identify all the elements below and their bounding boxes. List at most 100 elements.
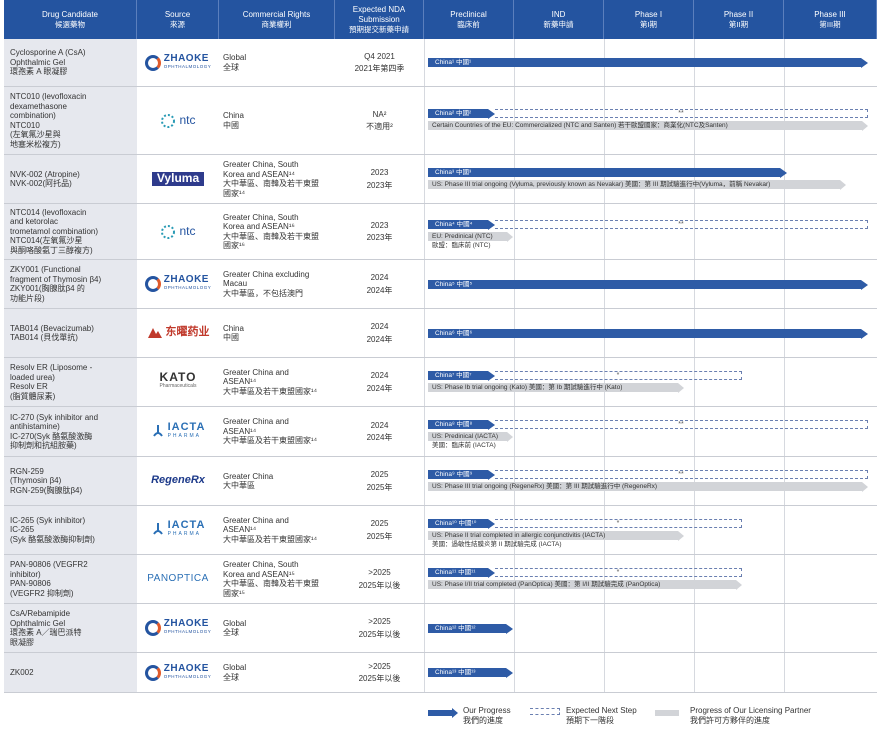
rights-line: China (223, 111, 244, 120)
our-progress-bar: China¹⁰ 中國¹⁰ (428, 519, 488, 528)
rights-line: ASEAN¹⁴ (223, 525, 257, 535)
drug-name-line: Resolv ER (Liposome - (10, 363, 93, 372)
drug-name-line: (VEGFR2 抑制劑) (10, 588, 74, 598)
drug-candidate-cell: NTC010 (levofloxacin dexamethasone combina… (4, 87, 137, 154)
drug-name-line: ZKY001 (Functional (10, 265, 81, 274)
drug-name-line: 環孢素 A 眼凝膠 (10, 67, 68, 77)
our-progress-bar: China⁴ 中國⁴ (428, 220, 488, 229)
drug-name-line: NVK-002 (Atropine) (10, 169, 80, 179)
nda-line: Q4 2021 (364, 51, 395, 61)
rights-line: China (223, 323, 244, 333)
drug-name-line: NTC010 (10, 120, 40, 130)
zhaoke-mark-icon (144, 664, 161, 681)
header-commercial-rights: Commercial Rights 商業權利 (219, 0, 335, 39)
row-divider (4, 692, 877, 693)
rights-line: Greater China, South (223, 160, 299, 169)
drug-name-line: and ketorolac (10, 217, 59, 227)
our-progress-arrow (506, 623, 513, 634)
phase-divider (784, 39, 785, 693)
rights-line: Greater China and (223, 515, 289, 525)
nda-line: 2025年以後 (358, 674, 401, 683)
nda-line: >2025 (368, 568, 391, 577)
row-divider (4, 259, 877, 260)
logo-sub: OPHTHALMOLOGY (163, 673, 212, 679)
drug-name-line: NTC010 (levofloxacin (10, 92, 87, 101)
expected-next-step: * (495, 371, 742, 380)
rights-line: Macau (223, 279, 248, 289)
header-zh: 來源 (170, 19, 185, 29)
partner-progress-bar: EU: Predinical (NTC) (428, 232, 507, 241)
partner-progress-note: 美國：臨床前 (IACTA) (432, 442, 496, 449)
row-divider (4, 357, 877, 358)
header-zh: 第III期 (819, 19, 841, 29)
our-progress-bar: China² 中國² (428, 109, 488, 118)
drug-name-line: loaded urea) (10, 372, 55, 382)
our-progress-bar: China⁵ 中國⁵ (428, 280, 861, 289)
partner-progress-arrow (840, 179, 846, 190)
header-phase-ii: Phase II 第II期 (694, 0, 784, 39)
vyluma-logo: Vyluma (151, 172, 205, 186)
nda-line: 2025年 (366, 531, 393, 541)
expected-nda-cell: >2025 2025年以後 (335, 555, 424, 603)
phase-divider (424, 39, 425, 693)
header-preclinical: Preclinical 臨床前 (424, 0, 514, 39)
kato-logo: KATO Pharmaceuticals (160, 371, 197, 392)
rights-line: 國家¹⁵ (223, 588, 245, 598)
partner-progress-bar: US: Phase Ib trial ongoing (Kato) 美國：第 I… (428, 383, 678, 392)
rights-line: 全球 (223, 628, 239, 637)
dongyao-mark-icon (147, 328, 162, 338)
rights-line: 大中華區及若干東盟國家¹⁴ (223, 386, 318, 396)
source-cell: KATO Pharmaceuticals (137, 358, 219, 406)
drug-name-line: trometamol combination) (10, 226, 99, 236)
drug-name-line: (脂質體尿素) (10, 391, 56, 401)
header-drug-candidate: Drug Candidate 候選藥物 (4, 0, 137, 39)
our-progress-arrow (488, 518, 495, 529)
header-zh: 商業權利 (261, 19, 292, 29)
our-progress-bar: China¹² 中國¹² (428, 624, 506, 633)
expected-next-step: ** (495, 109, 868, 118)
phase-divider (604, 39, 605, 693)
header-source: Source 來源 (137, 0, 219, 39)
rights-line: ASEAN¹⁴ (223, 426, 257, 436)
drug-name-line: CsA/Rebamipide (10, 609, 71, 618)
source-cell: RegeneRx (137, 457, 219, 505)
partner-progress-note: 美國：過敏性結膜炎第 II 期試驗完成 (IACTA) (432, 541, 562, 548)
header-en: Drug Candidate (41, 9, 99, 19)
ntc-dots-icon (161, 224, 176, 239)
row-divider (4, 456, 877, 457)
nda-line: 2023年 (366, 233, 393, 242)
drug-candidate-cell: ZKY001 (Functional fragment of Thymosin β… (4, 260, 137, 308)
logo-text: ntc (179, 112, 196, 127)
nda-line: 2024 (370, 322, 389, 331)
rights-line: Greater China and (223, 417, 289, 427)
drug-name-line: ZKY001(胸腺肽β4 的 (10, 284, 85, 293)
nda-line: 2024 (370, 420, 389, 430)
drug-name-line: ZK002 (10, 667, 34, 677)
source-cell: ntc (137, 204, 219, 259)
rights-line: Korea and ASEAN¹⁵ (223, 569, 295, 579)
iacta-mark-icon (152, 523, 163, 535)
legend-partner-progress: Progress of Our Licensing Partner 我們許可方夥伴… (690, 706, 811, 725)
nda-line: 2024 (370, 273, 389, 282)
nda-line: 2025年 (366, 482, 393, 492)
logo-text: PANOPTICA (147, 573, 209, 585)
partner-progress-bar: US: Phase I/II trial completed (PanOptic… (428, 580, 736, 589)
regenerx-logo: RegeneRx (151, 475, 205, 486)
rights-line: Greater China, South (223, 560, 299, 569)
commercial-rights-cell: Greater China and ASEAN¹⁴ 大中華區及若干東盟國家¹⁴ (219, 407, 335, 456)
partner-progress-arrow (862, 481, 868, 492)
panoptica-logo: PANOPTICA (147, 574, 209, 584)
drug-name-line: RGN-259(胸腺肽β4) (10, 485, 83, 495)
partner-progress-note: 歐盟：臨床前 (NTC) (432, 242, 491, 249)
logo-sub: OPHTHALMOLOGY (163, 63, 212, 69)
expected-nda-cell: 2025 2025年 (335, 506, 424, 554)
our-progress-bar: China⁹ 中國⁹ (428, 470, 488, 479)
drug-name-line: fragment of Thymosin β4) (10, 274, 102, 284)
drug-candidate-cell: ZK002 (4, 653, 137, 692)
nda-line: 2024年 (366, 383, 393, 393)
drug-name-line: 眼凝膠 (10, 637, 34, 647)
rights-line: 大中華區、南韓及若干東盟 (223, 579, 319, 588)
partner-progress-arrow (678, 530, 684, 541)
expected-nda-cell: >2025 2025年以後 (335, 604, 424, 652)
drug-name-line: 抑制劑和抗組胺藥) (10, 441, 77, 450)
